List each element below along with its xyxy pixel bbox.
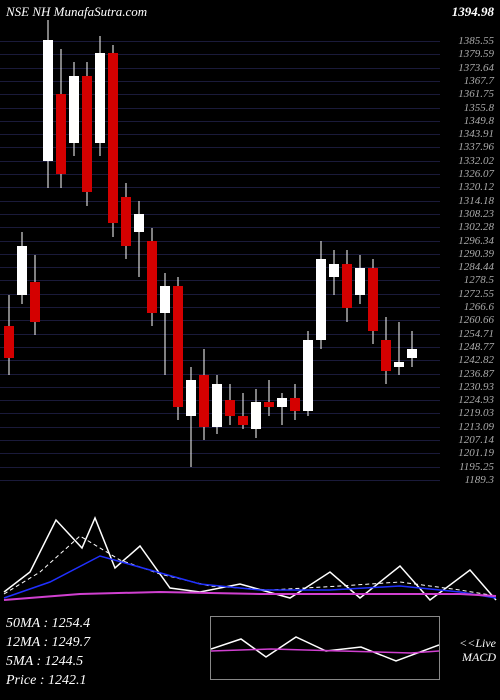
ma5-label: 5MA : [6, 654, 41, 669]
price-chart: NSE NH MunafaSutra.com 1394.98 1385.5513… [0, 0, 500, 490]
price-label: Price : [6, 673, 44, 688]
macd-inset [210, 616, 440, 680]
ma5-value: 1244.5 [45, 654, 84, 669]
ma12-label: 12MA : [6, 635, 48, 650]
ma12-value: 1249.7 [52, 635, 91, 650]
info-box: 50MA : 1254.4 12MA : 1249.7 5MA : 1244.5… [6, 615, 90, 691]
chart-title: NSE NH MunafaSutra.com [6, 4, 147, 20]
price-value: 1242.1 [48, 673, 87, 688]
macd-label: <<Live MACD [459, 636, 496, 665]
ma50-label: 50MA : [6, 616, 48, 631]
ma50-value: 1254.4 [52, 616, 91, 631]
indicator-lines [0, 500, 500, 615]
macd-lines [211, 617, 439, 679]
indicator-panel [0, 500, 500, 620]
current-price-label: 1394.98 [452, 4, 494, 20]
